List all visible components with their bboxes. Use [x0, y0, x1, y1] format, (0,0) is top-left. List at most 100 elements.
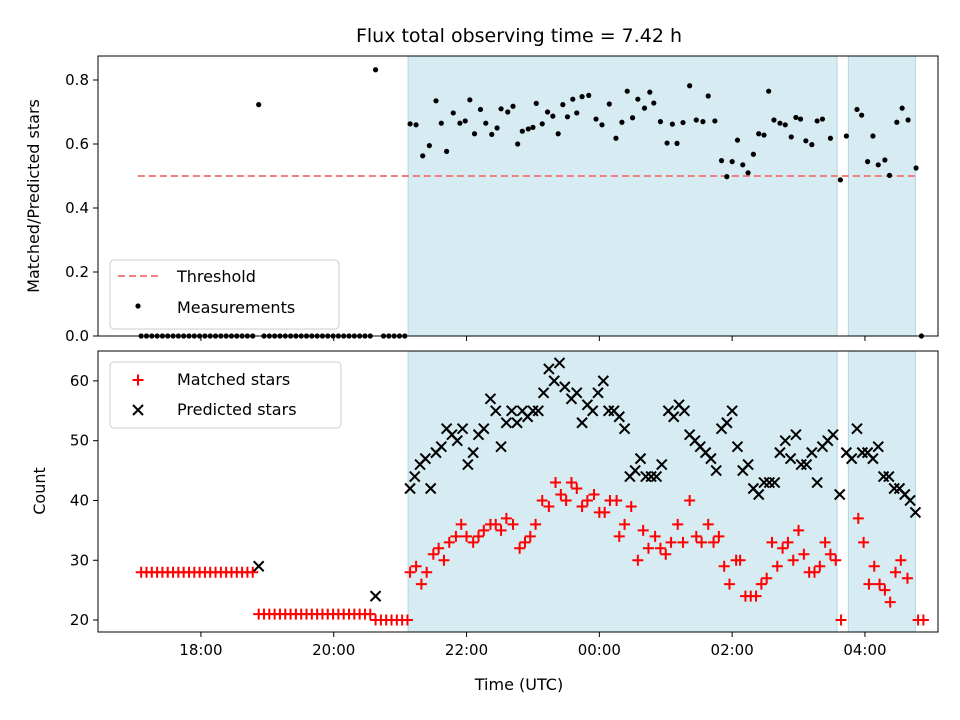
matched-star-point	[868, 560, 880, 572]
predicted-star-point	[435, 440, 448, 453]
count-y-tick-label: 60	[70, 372, 89, 390]
measurement-point	[894, 119, 900, 125]
matched-star-point	[550, 477, 562, 489]
predicted-star-point	[834, 488, 846, 501]
measurement-point	[624, 88, 630, 94]
matched-star-point	[560, 494, 572, 506]
predicted-star-point	[705, 452, 717, 465]
matched-star-point	[613, 530, 625, 542]
matched-star-point	[467, 536, 479, 548]
measurement-point	[420, 153, 426, 159]
matched-star-point	[895, 554, 907, 566]
measurement-point	[712, 118, 718, 124]
predicted-star-point	[634, 452, 647, 465]
measurement-point	[777, 120, 783, 126]
predicted-star-point	[451, 434, 463, 447]
measurement-point	[515, 141, 521, 147]
count-x-tick-label: 02:00	[711, 641, 754, 659]
measurement-point	[550, 113, 556, 119]
measurement-point	[647, 89, 653, 95]
matched-star-point	[404, 566, 416, 578]
measurement-point	[444, 148, 450, 154]
measurement-point	[687, 83, 693, 89]
matched-star-point	[879, 584, 891, 596]
ratio-y-tick-label: 0.4	[65, 199, 89, 217]
measurement-point	[533, 100, 539, 106]
matched-star-point	[611, 494, 623, 506]
matched-star-point	[824, 548, 836, 560]
measurement-point	[803, 138, 809, 144]
ratio-y-tick-label: 0.6	[65, 135, 89, 153]
measurement-point	[555, 131, 561, 137]
measurement-point	[705, 93, 711, 99]
matched-star-point	[247, 566, 259, 578]
ratio-observing-span-1	[847, 55, 916, 337]
matched-star-point	[771, 560, 783, 572]
predicted-star-point	[656, 458, 668, 471]
matched-star-point	[863, 578, 875, 590]
count-x-tick-label: 22:00	[445, 641, 488, 659]
predicted-star-point	[867, 452, 879, 465]
count-x-tick-label: 18:00	[179, 641, 222, 659]
legend-predicted-swatch	[132, 404, 144, 416]
ratio-panel: 0.0 0.2 0.4 0.6 0.8	[65, 55, 939, 345]
predicted-star-point	[500, 417, 513, 429]
measurement-point	[574, 110, 580, 116]
predicted-star-point	[845, 452, 858, 465]
measurement-point	[664, 140, 670, 146]
matched-star-point	[830, 554, 842, 566]
measurement-point	[489, 131, 495, 137]
matched-star-point	[917, 614, 929, 626]
predicted-star-point	[811, 476, 823, 489]
predicted-star-point	[252, 560, 265, 572]
measurement-point	[519, 128, 525, 134]
predicted-star-point	[779, 434, 791, 447]
measurement-point	[629, 115, 636, 121]
matched-star-point	[581, 494, 593, 506]
measurement-point	[766, 88, 772, 94]
measurement-point	[570, 96, 576, 102]
matched-star-point	[576, 500, 588, 512]
predicted-star-point	[784, 452, 797, 465]
matched-star-point	[684, 494, 696, 506]
matched-star-point	[625, 500, 637, 512]
matched-star-point	[782, 536, 794, 548]
chart-title: Flux total observing time = 7.42 h	[356, 25, 682, 47]
measurement-point	[438, 120, 444, 126]
predicted-star-point	[883, 470, 895, 483]
matched-star-point	[642, 542, 654, 554]
legend-predicted-label: Predicted stars	[177, 400, 297, 419]
predicted-star-point	[484, 393, 497, 405]
predicted-star-point	[409, 470, 421, 483]
ratio-y-tick-label: 0.2	[65, 263, 89, 281]
ratio-y-tick-label: 0.8	[65, 71, 89, 89]
matched-star-point	[852, 512, 864, 524]
matched-star-point	[427, 548, 439, 560]
predicted-star-point	[668, 411, 680, 423]
measurement-point	[843, 133, 849, 139]
count-y-tick-label: 50	[70, 432, 89, 450]
matched-star-point	[364, 608, 376, 620]
predicted-star-point	[753, 488, 765, 501]
matched-star-point	[890, 566, 902, 578]
count-axes-frame	[97, 350, 939, 633]
matched-star-point	[524, 530, 536, 542]
matched-star-point	[835, 614, 847, 626]
measurement-point	[256, 102, 262, 108]
matched-star-point	[536, 494, 548, 506]
measurement-point	[814, 118, 820, 124]
matched-star-point	[787, 554, 799, 566]
count-legend-box	[109, 361, 342, 429]
predicted-star-point	[505, 405, 518, 417]
measurement-point	[413, 122, 419, 128]
cross-marker	[132, 404, 144, 416]
matched-star-point	[472, 530, 484, 542]
measurement-point	[729, 159, 735, 165]
matched-star-point	[632, 554, 644, 566]
measurement-point	[635, 96, 641, 102]
matched-star-point	[750, 590, 762, 602]
matched-star-point	[766, 536, 778, 548]
predicted-star-point	[774, 446, 786, 459]
predicted-star-point	[467, 446, 479, 459]
measurement-point	[740, 162, 746, 168]
